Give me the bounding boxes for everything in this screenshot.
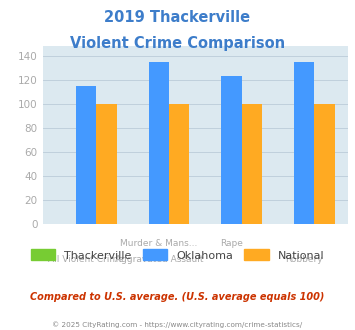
Bar	[315, 104, 335, 224]
Text: 2019 Thackerville: 2019 Thackerville	[104, 10, 251, 25]
Bar	[149, 62, 169, 224]
Text: Aggravated Assault: Aggravated Assault	[115, 255, 203, 264]
Text: Rape: Rape	[220, 239, 243, 248]
Bar	[76, 86, 97, 224]
Bar	[242, 104, 262, 224]
Text: Violent Crime Comparison: Violent Crime Comparison	[70, 36, 285, 51]
Bar	[169, 104, 190, 224]
Legend: Thackerville, Oklahoma, National: Thackerville, Oklahoma, National	[27, 245, 328, 265]
Bar	[97, 104, 117, 224]
Text: © 2025 CityRating.com - https://www.cityrating.com/crime-statistics/: © 2025 CityRating.com - https://www.city…	[53, 322, 302, 328]
Text: Compared to U.S. average. (U.S. average equals 100): Compared to U.S. average. (U.S. average …	[30, 292, 325, 302]
Bar	[294, 62, 315, 224]
Bar	[222, 76, 242, 224]
Text: Robbery: Robbery	[285, 255, 323, 264]
Text: Murder & Mans...: Murder & Mans...	[120, 239, 198, 248]
Text: All Violent Crime: All Violent Crime	[48, 255, 124, 264]
